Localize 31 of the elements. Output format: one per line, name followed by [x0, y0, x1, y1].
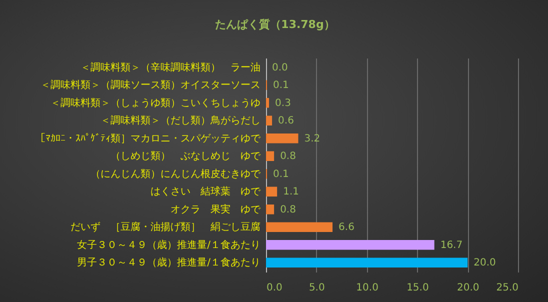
y-tick-label: ＜調味料類＞（調味ソース類）オイスターソース [40, 79, 260, 92]
y-tick-label: ＜調味料類＞（辛味調味料類） ラー油 [80, 61, 260, 74]
y-tick-label: ＜調味料類＞（しょうゆ類）こいくちしょうゆ [50, 96, 260, 109]
x-tick-label: 20.0 [456, 282, 480, 294]
data-label: 0.8 [280, 151, 296, 162]
y-tick-label: 女子３０～４９（歳）推進量/１食あたり [77, 238, 260, 251]
data-label: 1.1 [283, 186, 299, 198]
data-label: 3.2 [304, 133, 320, 144]
x-tick-label: 15.0 [406, 282, 429, 294]
y-tick-label: オクラ 果実 ゆで [170, 203, 262, 216]
data-label: 0.8 [280, 204, 296, 216]
y-tick-label: ＜調味料類＞（だし類）鳥がらだし [100, 114, 260, 127]
data-label: 0.0 [272, 62, 288, 74]
x-tick-label: 5.0 [308, 282, 325, 294]
data-label: 0.1 [273, 168, 289, 180]
data-label: 6.6 [338, 222, 354, 234]
x-tick-label: 25.0 [496, 282, 518, 294]
data-label: 0.6 [278, 116, 294, 127]
x-tick-label: 0.0 [266, 282, 282, 294]
y-tick-label: ［ﾏｶﾛﾆ・ｽﾊﾟｹﾞﾃｨ類］マカロニ・スパゲッティゆで [36, 132, 262, 144]
y-tick-label: （にんじん類）にんじん根皮むきゆで [90, 168, 262, 180]
data-label: 0.1 [273, 80, 289, 92]
chart-title: たんぱく質（13.78g） [215, 18, 335, 31]
y-tick-label: （しめじ類） ぶなしめじ ゆで [110, 150, 262, 162]
data-label: 20.0 [474, 258, 496, 269]
data-label: 0.3 [275, 98, 291, 109]
data-label: 16.7 [440, 240, 463, 251]
x-tick-label: 10.0 [356, 282, 378, 294]
y-tick-label: 男子３０～４９（歳）推進量/１食あたり [77, 256, 260, 269]
y-tick-label: だいず ［豆腐・油揚げ類］ 絹ごし豆腐 [70, 221, 260, 234]
y-tick-label: はくさい 結球葉 ゆで [150, 186, 262, 198]
